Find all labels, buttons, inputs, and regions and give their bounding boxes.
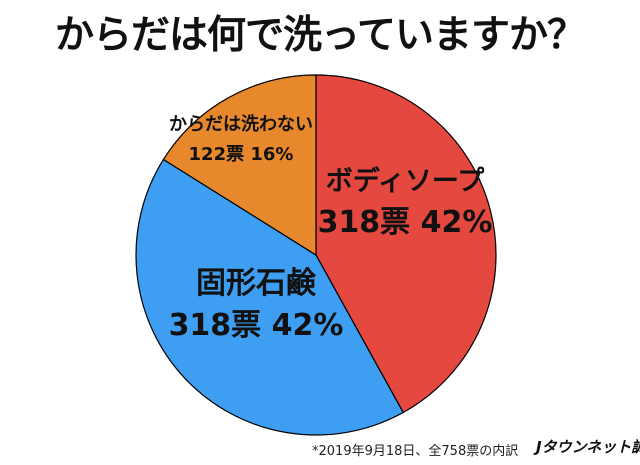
footnote: *2019年9月18日、全758票の内訳 xyxy=(312,444,519,459)
slice-label-2: 固形石鹸 xyxy=(196,266,316,301)
source-credit: Jタウンネット調べ xyxy=(536,438,640,456)
pie-slice-1 xyxy=(315,74,497,414)
slice-label-1: ボディソープ xyxy=(326,165,485,197)
chart-title: からだは何で洗っていますか？ xyxy=(54,13,586,58)
slice-label-3: からだは洗わない xyxy=(169,113,313,135)
pie-slice-2 xyxy=(135,158,405,436)
slice-label-group-2: 固形石鹸 318票 42% xyxy=(169,266,344,343)
slice-value-3: 122票 16% xyxy=(189,144,294,165)
slice-value-2: 318票 42% xyxy=(169,308,344,343)
slice-label-group-3: からだは洗わない 122票 16% xyxy=(169,113,313,165)
slice-label-group-1: ボディソープ 318票 42% xyxy=(318,165,493,240)
slice-value-1: 318票 42% xyxy=(318,205,493,240)
pie-slice-3 xyxy=(162,74,317,257)
